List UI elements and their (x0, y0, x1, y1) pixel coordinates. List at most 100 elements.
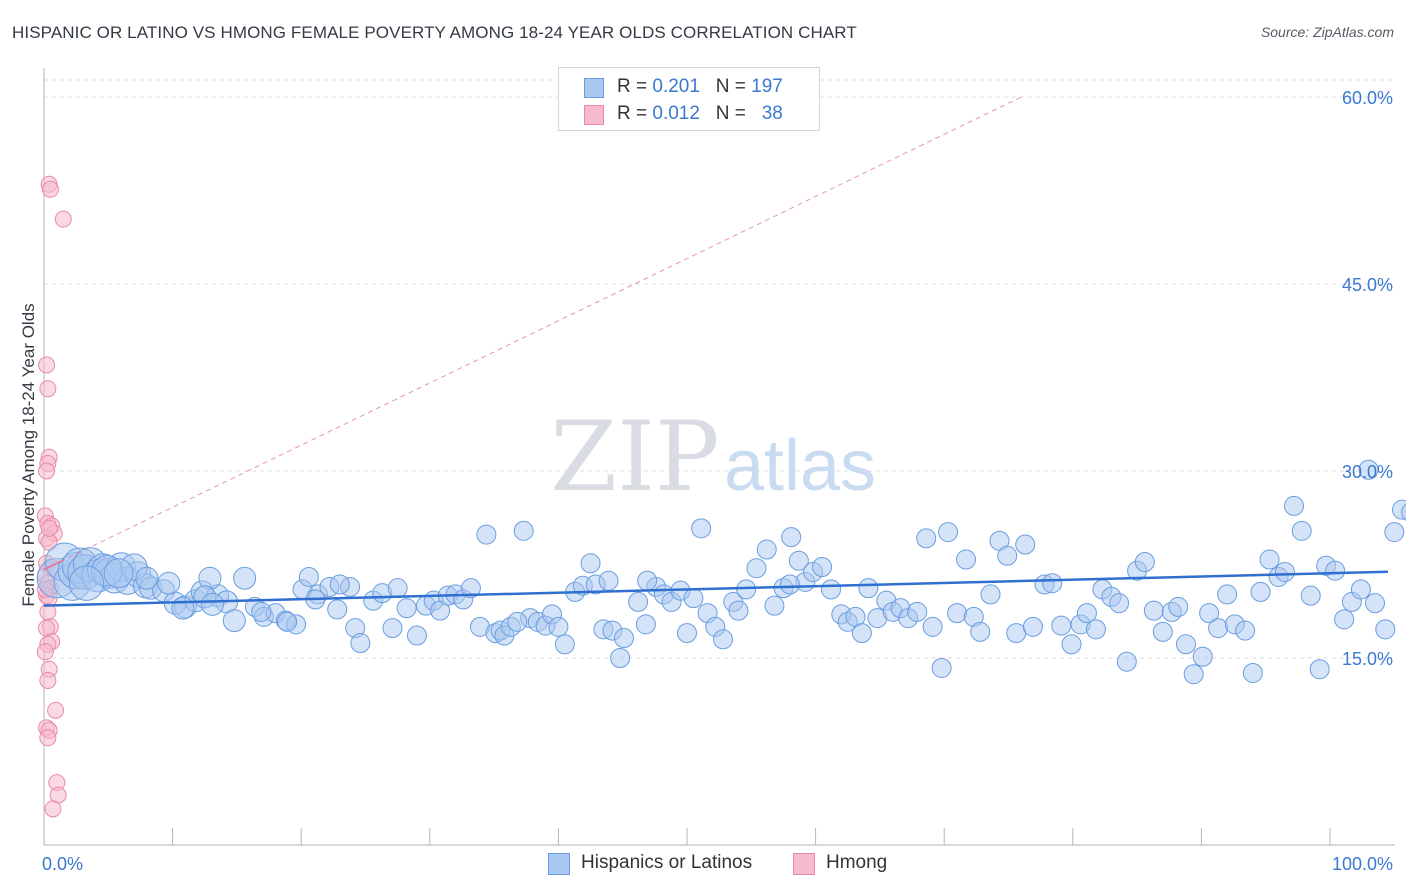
hispanic-point (1192, 646, 1213, 667)
hispanic-point (1259, 549, 1280, 570)
hispanic-point (1168, 596, 1189, 617)
bottom-legend-label-hmong: Hmong (826, 852, 888, 873)
hispanic-point (916, 528, 937, 549)
watermark-zip: ZIP (550, 401, 719, 513)
hispanic-point (1274, 561, 1295, 582)
hispanic-point (251, 601, 272, 622)
hispanic-point (396, 598, 417, 619)
hispanic-point (157, 571, 181, 595)
hispanic-trend-line (43, 570, 1389, 607)
hispanic-point (598, 570, 619, 591)
y-tick-label: 30.0% (1342, 462, 1393, 482)
tick-labels: 15.0% 30.0% 45.0% 60.0% 0.0% 100.0% (42, 88, 1393, 874)
hispanic-point (1109, 593, 1130, 614)
hispanic-point (1085, 619, 1106, 640)
hispanic-point (1015, 534, 1036, 555)
hispanic-point (277, 611, 298, 632)
hispanic-point (756, 539, 777, 560)
hmong-point (44, 800, 62, 818)
hispanic-point (1208, 618, 1229, 639)
hispanic-point (746, 558, 767, 579)
hispanic-point (980, 584, 1001, 605)
hispanic-point (613, 628, 634, 649)
hispanic-point (764, 595, 785, 616)
legend-swatch-hmong (584, 105, 604, 125)
axes (43, 68, 1395, 846)
trend-lines (43, 96, 1389, 607)
hispanic-point (406, 625, 427, 646)
hmong-trend-line-solid (43, 559, 64, 571)
bottom-legend-label-hispanic: Hispanics or Latinos (581, 852, 753, 873)
hispanic-point (171, 596, 195, 620)
hispanic-point (635, 614, 656, 635)
hispanic-point (637, 570, 658, 591)
hispanic-point (1350, 579, 1371, 600)
hispanic-point (997, 545, 1018, 566)
hmong-point (38, 462, 56, 480)
x-tick-label: 100.0% (1332, 854, 1393, 874)
hispanic-point (507, 611, 528, 632)
hispanic-point (1309, 659, 1330, 680)
hispanic-point (858, 578, 879, 599)
hispanic-point (513, 520, 534, 541)
hispanic-point (103, 558, 134, 589)
hispanic-point (1325, 560, 1346, 581)
hispanic-point (628, 591, 649, 612)
hispanic-point (1076, 603, 1097, 624)
hispanic-point (1250, 581, 1271, 602)
hispanic-point (1175, 634, 1196, 655)
hmong-point (41, 180, 59, 198)
hispanic-point (788, 550, 809, 571)
hmong-point (39, 380, 57, 398)
hispanic-point (548, 616, 569, 637)
bottom-legend-swatch-hmong (793, 853, 815, 875)
hispanic-point (821, 579, 842, 600)
hispanic-point (222, 609, 246, 633)
hispanic-point (1242, 662, 1263, 683)
hispanic-point (68, 565, 105, 601)
hmong-point (39, 671, 57, 689)
hispanic-point (476, 524, 497, 545)
hmong-point (54, 210, 72, 228)
hispanic-point (728, 600, 749, 621)
hispanic-point (200, 592, 224, 616)
hispanic-point (691, 518, 712, 539)
hispanic-point (970, 621, 991, 642)
hispanic-point (781, 527, 802, 548)
hispanic-point (1199, 603, 1220, 624)
hispanic-point (1061, 634, 1082, 655)
hmong-trend-line (43, 96, 1022, 570)
x-tick-label: 0.0% (42, 854, 83, 874)
hispanic-point (1217, 584, 1238, 605)
hispanic-point (1300, 585, 1321, 606)
y-tick-label: 15.0% (1342, 649, 1393, 669)
hispanic-point (1183, 664, 1204, 685)
hispanic-series (36, 459, 1406, 685)
y-tick-label: 60.0% (1342, 88, 1393, 108)
hispanic-point (1235, 620, 1256, 641)
legend-swatch-hispanic (584, 78, 604, 98)
hispanic-point (327, 599, 348, 620)
hispanic-point (1375, 619, 1396, 640)
hispanic-point (1384, 522, 1405, 543)
hispanic-point (350, 633, 371, 654)
hispanic-point (1401, 503, 1406, 521)
bottom-legend-swatch-hispanic (548, 853, 570, 875)
hispanic-point (713, 629, 734, 650)
hispanic-point (947, 603, 968, 624)
hispanic-point (580, 553, 601, 574)
chart-title: HISPANIC OR LATINO VS HMONG FEMALE POVER… (12, 23, 857, 42)
source-label: Source: ZipAtlas.com (1260, 24, 1394, 40)
hmong-point (47, 701, 65, 719)
hispanic-point (1334, 609, 1355, 630)
legend-stats-hmong: R = 0.012 N = 38 (617, 103, 783, 124)
hispanic-point (851, 623, 872, 644)
hispanic-point (460, 578, 481, 599)
hispanic-point (1116, 651, 1137, 672)
hispanic-point (922, 616, 943, 637)
hispanic-point (610, 648, 631, 668)
hispanic-point (907, 601, 928, 622)
hispanic-point (938, 522, 959, 543)
legend-stats-hispanic: R = 0.201 N = 197 (617, 76, 783, 97)
